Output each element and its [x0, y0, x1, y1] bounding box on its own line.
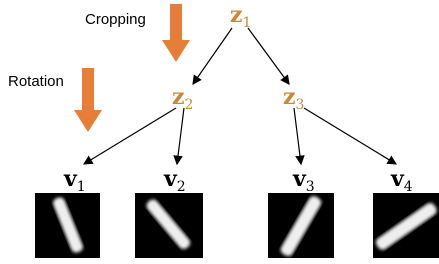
node-subscript: 4	[404, 179, 413, 195]
edge	[294, 108, 301, 164]
node-label: z2	[172, 84, 193, 113]
node-subscript: 2	[177, 179, 186, 195]
node-label: v4	[390, 166, 413, 195]
node-subscript: 3	[306, 179, 315, 195]
diagram: Cropping Rotation z1z2z3v1v2v3v4	[0, 0, 439, 264]
image-patch	[135, 193, 203, 258]
node-subscript: 1	[77, 179, 86, 195]
node-label: v2	[163, 166, 186, 195]
edge	[248, 28, 289, 84]
node-label: v1	[63, 166, 86, 195]
cropping-label: Cropping	[85, 11, 146, 28]
node-symbol: v	[390, 166, 405, 192]
image-patch	[373, 193, 439, 258]
image-patch	[35, 193, 100, 258]
rotation-label: Rotation	[8, 73, 64, 90]
node-subscript: 1	[243, 15, 252, 31]
node-symbol: v	[163, 166, 178, 192]
edge	[304, 108, 396, 164]
node-symbol: v	[292, 166, 307, 192]
node-symbol: z	[230, 2, 243, 28]
node-label: v3	[292, 166, 315, 195]
node-symbol: z	[283, 84, 296, 110]
node-symbol: v	[63, 166, 78, 192]
node-subscript: 3	[296, 97, 305, 113]
edge	[177, 108, 184, 164]
rotation-arrow	[74, 68, 102, 132]
node-symbol: z	[172, 84, 185, 110]
cropping-arrow	[162, 4, 190, 62]
edge	[193, 28, 232, 84]
node-subscript: 2	[185, 97, 194, 113]
node-label: z1	[230, 2, 251, 31]
node-label: z3	[283, 84, 304, 113]
image-patch	[268, 193, 334, 258]
